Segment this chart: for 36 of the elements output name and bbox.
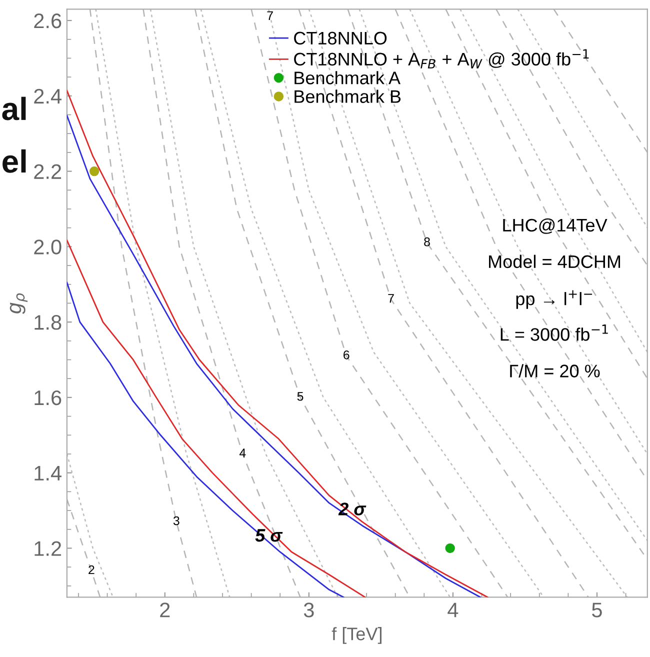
annotation: 2 [88,565,94,574]
annotation: 8 [424,237,430,246]
annotation: L = 3000 fb$^{−1}$ [500,324,608,341]
legend-label: CT18NNLO [294,32,387,45]
y-axis-title: g$_{ρ}$ [10,293,28,314]
y-tick-label: 2.6 [34,14,62,28]
x-tick-label: 4 [448,602,458,618]
x-tick-label: 5 [592,602,602,618]
annotation: 4 [239,448,246,458]
line-series [95,9,230,598]
y-tick-label: 2.4 [34,88,62,104]
y-tick-label: 1.2 [34,541,62,556]
legend-label: Benchmark A [294,71,400,84]
annotation: Γ/M = 20 % [510,364,600,378]
annotation: 7 [388,294,394,303]
annotation: pp → l$^{+}$l$^{−}$ [516,290,592,309]
y-tick-label: 2.2 [34,164,62,179]
text: al [2,96,26,120]
line-series [200,9,451,598]
annotation: 7 [267,11,273,20]
y-tick-label: 1.8 [34,315,62,330]
annotation: 3 [173,516,180,526]
x-tick-label: 3 [304,602,314,618]
legend-label: Benchmark B [294,90,401,103]
annotation: LHC@14TeV [503,218,608,234]
x-tick-label: 2 [160,602,170,618]
x-axis-title: f [TeV] [332,627,382,644]
annotation: 5 [297,392,304,401]
y-tick-label: 1.4 [34,466,62,480]
annotation: Model = 4DCHM [489,254,620,268]
annotation: 6 [344,350,350,360]
line-series [66,240,366,598]
legend-label: CT18NNLO + A$_{FB}$ + A$_{W}$ @ 3000 fb$^{−1}$ [294,49,589,68]
text: el [2,149,26,173]
y-tick-label: 1.6 [34,390,62,406]
y-tick-label: 2.0 [34,240,62,254]
